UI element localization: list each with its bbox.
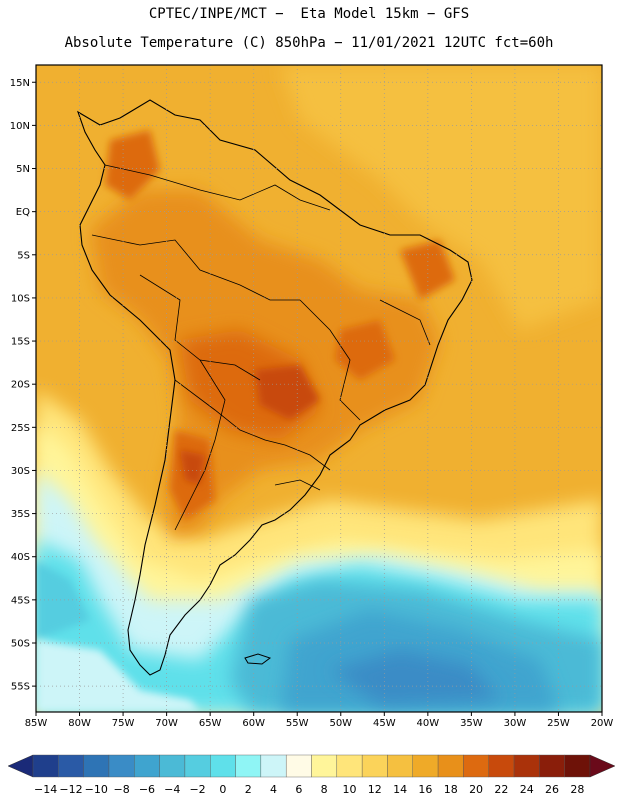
- colorbar-label: −4: [164, 783, 180, 796]
- colorbar-label: −12: [59, 783, 82, 796]
- colorbar-label: 28: [570, 783, 584, 796]
- lon-tick-label: 80W: [68, 718, 91, 729]
- colorbar-swatch: [32, 754, 59, 778]
- lat-tick-label: 10S: [11, 293, 30, 304]
- lat-tick-label: 40S: [11, 552, 30, 563]
- colorbar-label: 16: [418, 783, 432, 796]
- colorbar-swatch: [463, 754, 489, 778]
- colorbar-label: 10: [342, 783, 356, 796]
- colorbar-label: 26: [545, 783, 559, 796]
- lon-tick-label: 65W: [199, 718, 222, 729]
- minas-hot-field: [335, 320, 395, 380]
- latitude-axis: 15N 10N 5N EQ 5S 10S 15S 20S 25S 30S 35S 40S 45S 50S 5…: [10, 78, 36, 693]
- colorbar-swatch: [361, 754, 388, 778]
- argentina-core-field: [180, 450, 205, 485]
- hottest-core-field: [255, 365, 320, 420]
- colorbar-label: 4: [270, 783, 277, 796]
- colorbar-swatch: [159, 754, 186, 778]
- colorbar-label: 22: [494, 783, 508, 796]
- colorbar-swatch: [387, 754, 413, 778]
- lon-tick-label: 30W: [504, 718, 527, 729]
- colorbar-label: −14: [34, 783, 57, 796]
- colorbar-swatch: [184, 754, 211, 778]
- lat-tick-label: 10N: [10, 121, 30, 132]
- lon-tick-label: 20W: [591, 718, 614, 729]
- lon-tick-label: 35W: [460, 718, 483, 729]
- lat-tick-label: 15S: [11, 337, 30, 348]
- colorbar-high-arrow: [589, 754, 616, 778]
- colorbar-label: −10: [85, 783, 108, 796]
- lat-tick-label: 30S: [11, 466, 30, 477]
- colorbar-label: 14: [393, 783, 407, 796]
- colorbar-swatch: [564, 754, 591, 778]
- colorbar-label: −6: [139, 783, 155, 796]
- lon-tick-label: 55W: [286, 718, 309, 729]
- drake-passage-field: [36, 640, 200, 712]
- colorbar-label: 24: [520, 783, 534, 796]
- lon-tick-label: 60W: [242, 718, 265, 729]
- colorbar-swatch: [134, 754, 160, 778]
- west-cold-pocket: [36, 560, 90, 640]
- colorbar-label: 0: [219, 783, 226, 796]
- lon-tick-label: 50W: [329, 718, 352, 729]
- northeast-ocean-field: [280, 65, 602, 330]
- lat-tick-label: 45S: [11, 595, 30, 606]
- lat-tick-label: 50S: [11, 638, 30, 649]
- colorbar-swatch: [539, 754, 565, 778]
- longitude-axis: 85W 80W 75W 70W 65W 60W 55W 50W 45W 40W 35W 30W 25W 2…: [25, 712, 614, 729]
- colorbar-swatch: [235, 754, 262, 778]
- colorbar-swatch: [513, 754, 540, 778]
- colorbar-swatch: [437, 754, 464, 778]
- colorbar-swatch: [336, 754, 363, 778]
- colorbar-swatch: [412, 754, 439, 778]
- colorbar-label: 18: [444, 783, 458, 796]
- colorbar-label: 20: [469, 783, 483, 796]
- colorbar-swatch: [311, 754, 338, 778]
- lon-tick-label: 45W: [373, 718, 396, 729]
- lat-tick-label: EQ: [16, 207, 30, 218]
- colorbar-label: −8: [114, 783, 130, 796]
- lat-tick-label: 5S: [17, 250, 30, 261]
- lat-tick-label: 35S: [11, 509, 30, 520]
- colorbar-swatch: [108, 754, 135, 778]
- lat-tick-label: 5N: [16, 164, 30, 175]
- lon-tick-label: 75W: [112, 718, 135, 729]
- lat-tick-label: 55S: [11, 682, 30, 693]
- colorbar-label: 2: [245, 783, 252, 796]
- south-america-coastline: [76, 99, 473, 676]
- lat-tick-label: 20S: [11, 380, 30, 391]
- country-borders: [91, 164, 431, 531]
- map-title-line1: CPTEC/INPE/MCT − Eta Model 15km − GFS: [148, 6, 470, 22]
- colorbar-label: −2: [189, 783, 205, 796]
- lon-tick-label: 85W: [25, 718, 48, 729]
- colorbar-label: 12: [368, 783, 382, 796]
- colorbar-label: 6: [295, 783, 302, 796]
- falklands-coastline: [244, 653, 272, 665]
- lon-tick-label: 25W: [547, 718, 570, 729]
- colombia-hot-field: [105, 130, 160, 200]
- temperature-field: [36, 65, 602, 712]
- colorbar-swatch: [58, 754, 84, 778]
- colorbar-swatch: [285, 754, 312, 778]
- colorbar-swatch: [488, 754, 515, 778]
- lat-tick-label: 25S: [11, 423, 30, 434]
- lon-tick-label: 40W: [417, 718, 440, 729]
- colorbar-swatch: [260, 754, 287, 778]
- lat-tick-label: 15N: [10, 78, 30, 89]
- colorbar-low-arrow: [7, 754, 34, 778]
- coldest-core-field: [330, 650, 500, 705]
- lon-tick-label: 70W: [155, 718, 178, 729]
- map-title-line2: Absolute Temperature (C) 850hPa − 11/01/…: [64, 35, 554, 51]
- colorbar-label: 8: [321, 783, 328, 796]
- map-frame: [35, 64, 603, 713]
- colorbar-swatch: [83, 754, 110, 778]
- colorbar-swatch: [210, 754, 236, 778]
